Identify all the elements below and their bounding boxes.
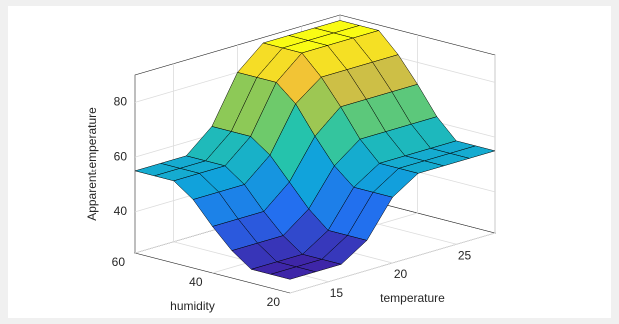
y-axis-label: humidity bbox=[170, 299, 215, 313]
x-tick-label: 15 bbox=[330, 286, 344, 300]
z-tick-label: 80 bbox=[114, 95, 128, 109]
y-grid-line bbox=[289, 232, 496, 294]
surface bbox=[134, 20, 496, 280]
x-tick-label: 25 bbox=[458, 248, 472, 262]
z-tick-label: 40 bbox=[114, 204, 128, 218]
y-tick-label: 20 bbox=[267, 295, 281, 309]
x-axis-label: temperature bbox=[380, 291, 445, 305]
surface-patch bbox=[269, 266, 317, 280]
y-tick-label: 40 bbox=[189, 275, 203, 289]
y-tick-label: 60 bbox=[112, 255, 126, 269]
z-axis-label: Apparentₜemperature bbox=[85, 107, 99, 221]
axes-labels: 40 60 80 15 20 25 20 40 60 temperature humidity App… bbox=[85, 95, 471, 314]
z-tick-label: 60 bbox=[114, 149, 128, 163]
x-tick-label: 20 bbox=[394, 267, 408, 281]
